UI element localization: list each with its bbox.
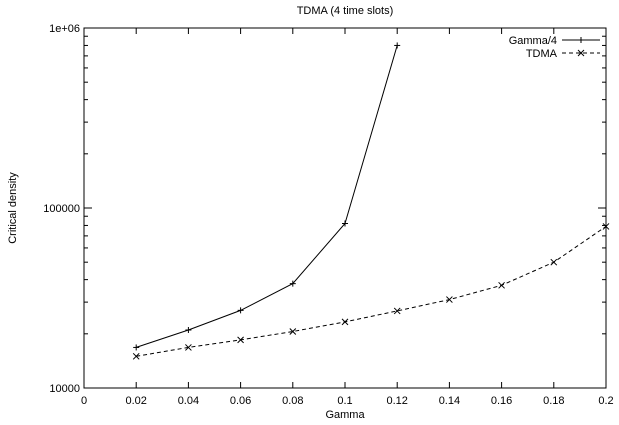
legend-label: TDMA [526, 48, 558, 60]
data-point-tdma [185, 344, 192, 351]
plot-area [83, 27, 607, 389]
series-gamma-4 [133, 42, 401, 351]
y-tick-label: 1e+06 [49, 23, 80, 35]
x-tick-label: 0.04 [178, 395, 199, 407]
data-point-tdma [341, 318, 349, 326]
legend-marker [577, 49, 585, 57]
legend-item-tdma: TDMA [526, 48, 600, 60]
x-tick-label: 0.08 [282, 395, 303, 407]
data-point-gamma-4 [133, 344, 140, 351]
x-tick-label: 0.14 [439, 395, 460, 407]
legend-marker [578, 37, 584, 43]
series-line-tdma [136, 225, 607, 357]
x-tick-label: 0.2 [598, 395, 613, 407]
data-point-gamma-4 [342, 220, 348, 227]
x-axis-title: Gamma [325, 409, 365, 421]
data-point-gamma-4 [237, 307, 244, 314]
series-line-gamma-4 [136, 45, 398, 348]
data-point-tdma [132, 352, 140, 360]
series-tdma [132, 223, 610, 360]
legend-item-gamma-4: Gamma/4 [509, 35, 600, 47]
y-axis-title: Critical density [7, 172, 19, 244]
x-tick-label: 0.16 [491, 395, 512, 407]
x-tick-label: 0.02 [125, 395, 146, 407]
y-tick-label: 100000 [43, 203, 80, 215]
data-point-tdma [289, 328, 297, 335]
x-tick-label: 0.12 [386, 395, 407, 407]
chart-title: TDMA (4 time slots) [297, 5, 394, 17]
y-tick-label: 10000 [49, 383, 80, 395]
data-point-tdma [550, 258, 558, 266]
data-point-gamma-4 [394, 42, 401, 49]
data-point-tdma [498, 281, 505, 289]
data-point-tdma [237, 336, 244, 344]
data-point-tdma [393, 307, 401, 315]
x-tick-label: 0.1 [337, 395, 352, 407]
x-tick-label: 0.18 [543, 395, 564, 407]
data-point-gamma-4 [185, 327, 192, 334]
x-tick-label: 0 [81, 395, 87, 407]
x-tick-label: 0.06 [230, 395, 251, 407]
legend-label: Gamma/4 [509, 35, 557, 47]
x-axis: 0 0.02 0.04 0.06 0.08 0.1 0.12 0.14 0.16 0.18 0.2 [81, 28, 614, 407]
data-point-tdma [446, 296, 453, 303]
y-axis: 10000 100000 1e+06 [43, 23, 606, 395]
series-layer [132, 42, 610, 360]
data-point-tdma [602, 223, 610, 230]
data-point-gamma-4 [289, 280, 296, 287]
